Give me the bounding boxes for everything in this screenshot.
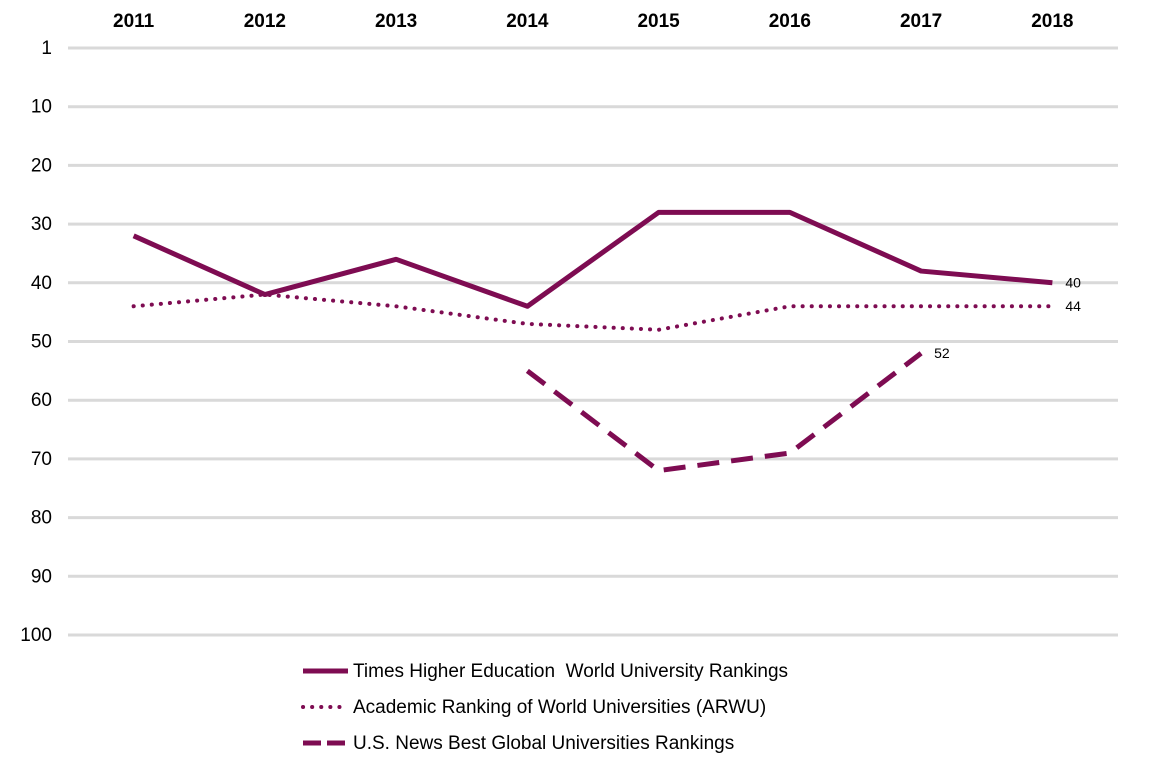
legend-label: Times Higher Education World University … bbox=[353, 661, 788, 682]
series-line bbox=[131, 292, 1055, 332]
y-tick-label: 1 bbox=[41, 38, 52, 59]
y-tick-label: 20 bbox=[31, 155, 52, 176]
y-tick-label: 90 bbox=[31, 566, 52, 587]
y-tick-label: 10 bbox=[31, 97, 52, 118]
legend-label: Academic Ranking of World Universities (… bbox=[353, 697, 766, 718]
y-tick-label: 70 bbox=[31, 449, 52, 470]
data-label: 44 bbox=[1065, 298, 1081, 314]
series-line bbox=[525, 351, 923, 474]
y-tick-label: 100 bbox=[20, 625, 52, 646]
x-tick-label: 2013 bbox=[375, 11, 417, 32]
y-tick-label: 30 bbox=[31, 214, 52, 235]
x-tick-label: 2012 bbox=[244, 11, 286, 32]
data-label: 40 bbox=[1065, 275, 1081, 291]
y-tick-label: 50 bbox=[31, 332, 52, 353]
x-tick-label: 2016 bbox=[769, 11, 811, 32]
y-tick-label: 40 bbox=[31, 273, 52, 294]
x-tick-label: 2018 bbox=[1031, 11, 1073, 32]
legend-label: U.S. News Best Global Universities Ranki… bbox=[353, 733, 734, 754]
data-label: 52 bbox=[934, 345, 950, 361]
y-tick-label: 80 bbox=[31, 508, 52, 529]
x-tick-label: 2017 bbox=[900, 11, 942, 32]
series-line bbox=[132, 209, 1053, 309]
x-tick-label: 2011 bbox=[113, 11, 155, 32]
y-tick-label: 60 bbox=[31, 390, 52, 411]
x-tick-label: 2015 bbox=[637, 11, 680, 32]
x-tick-label: 2014 bbox=[506, 11, 549, 32]
